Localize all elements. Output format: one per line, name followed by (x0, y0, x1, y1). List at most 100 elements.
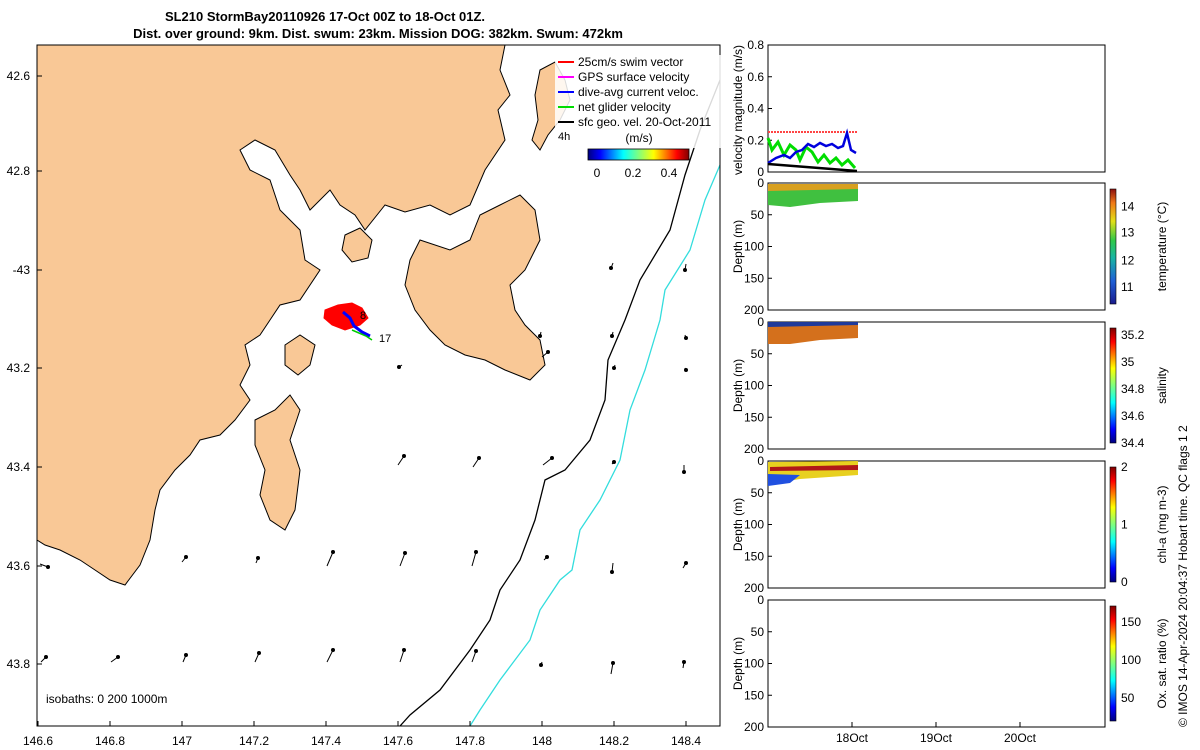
map-x-tick-label: 147.4 (311, 734, 341, 748)
legend-label: sfc geo. vel. 20-Oct-2011 (578, 115, 712, 129)
depth-tick-label: 200 (744, 442, 764, 456)
legend-label: GPS surface velocity (578, 70, 689, 84)
track-day-label-end: 8 (360, 310, 366, 322)
depth-tick-label: 150 (744, 549, 764, 563)
colorbar-salinity (1109, 327, 1117, 444)
velocity-tick-label: 0.8 (747, 38, 764, 52)
chla-max-data (770, 465, 858, 471)
map-y-tick-label: 43.8 (7, 657, 31, 671)
depth-tick-label: 0 (757, 315, 764, 329)
speed-colorbar-title: (m/s) (625, 131, 652, 145)
map-y-tick-label: 43.4 (7, 460, 31, 474)
colorbar-tick-label: 0 (1121, 575, 1128, 589)
time-tick-label: 18Oct (836, 731, 869, 745)
depth-tick-label: 200 (744, 581, 764, 595)
legend-label: net glider velocity (578, 100, 671, 114)
depth-tick-label: 200 (744, 303, 764, 317)
colorbar-tick-label: 34.4 (1121, 436, 1145, 450)
depth-tick-label: 100 (744, 657, 764, 671)
velocity-ylabel: velocity magnitude (m/s) (731, 45, 745, 175)
time-tick-label: 20Oct (1004, 731, 1037, 745)
land-forestier-peninsula (404, 194, 546, 381)
colorbar-tick-label: 2 (1121, 460, 1128, 474)
velocity-panel-frame (767, 44, 1106, 173)
series-net-green (766, 137, 857, 169)
credit-footer: © IMOS 14-Apr-2024 20:04:37 Hobart time.… (1176, 425, 1190, 727)
velocity-tick-label: 0.4 (747, 102, 764, 116)
colorbar-tick-label: 35 (1121, 355, 1135, 369)
sfc-geo-velocity-arrows (39, 262, 688, 675)
speed-colorbar-tick-0: 0 (594, 166, 601, 180)
depth-panel-frame (767, 182, 1106, 311)
salinity-data (768, 324, 858, 344)
map-x-tick-label: 147.6 (383, 734, 413, 748)
colorbar-tick-label: 150 (1121, 615, 1141, 629)
time-tick-label: 19Oct (920, 731, 953, 745)
legend-label: 25cm/s swim vector (578, 55, 683, 69)
map-frame (36, 44, 721, 727)
depth-tick-label: 50 (751, 208, 765, 222)
colorbar-tick-label: 34.8 (1121, 382, 1145, 396)
colorbar-tick-label: 1 (1121, 518, 1128, 532)
legend-box (555, 55, 727, 148)
colorbar-label-oxsat: Ox. sat. ratio (%) (1155, 618, 1169, 708)
map-x-tick-label: 147.2 (239, 734, 269, 748)
depth-panel-oxsat: 0 50 100 150 200 Depth (m) 50 100 150 Ox. sat. ra… (731, 593, 1169, 734)
depth-tick-label: 150 (744, 410, 764, 424)
colorbar-tick-label: 50 (1121, 691, 1135, 705)
title-line-1: SL210 StormBay20110926 17-Oct 00Z to 18-… (165, 9, 485, 24)
isobath-1000m (469, 164, 720, 726)
velocity-panel: 0 0.2 0.4 0.6 0.8 velocity magnitude (m/s) (731, 38, 1106, 179)
velocity-series (766, 128, 858, 173)
colorbar-label-chla: chl-a (mg m-3) (1155, 485, 1169, 563)
depth-tick-label: 100 (744, 240, 764, 254)
time-x-axis: 18Oct 19Oct 20Oct (836, 722, 1037, 745)
speed-colorbar: (m/s) 0 0.2 0.4 (587, 131, 690, 180)
depth-tick-label: 200 (744, 720, 764, 734)
velocity-tick-label: 0.2 (747, 133, 764, 147)
depth-tick-label: 100 (744, 518, 764, 532)
depth-panel-chla: 0 50 100 150 200 Depth (m) 0 1 2 chl-a (mg m-3) (731, 454, 1169, 595)
dive-avg-current-blue (342, 310, 371, 338)
colorbar-label-temperature: temperature (°C) (1155, 202, 1169, 292)
colorbar-tick-label: 12 (1121, 253, 1135, 267)
glider-track: 17 8 (323, 302, 391, 345)
land-south-arm (284, 334, 316, 376)
colorbar-temperature (1109, 188, 1117, 305)
map-x-tick-label: 148 (532, 734, 552, 748)
depth-ylabel: Depth (m) (731, 498, 745, 551)
map-y-axis: 42.6 42.8 -43 43.2 43.4 43.6 43.8 (7, 69, 42, 671)
isobath-caption: isobaths: 0 200 1000m (46, 692, 167, 706)
map-y-tick-label: 43.2 (7, 361, 31, 375)
net-glider-velocity-green (351, 329, 373, 341)
colorbar-tick-label: 100 (1121, 653, 1141, 667)
isobath-200m (399, 79, 720, 726)
map-x-tick-label: 148.4 (671, 734, 701, 748)
colorbar-tick-label: 13 (1121, 226, 1135, 240)
colorbar-tick-label: 14 (1121, 199, 1135, 213)
map-y-tick-label: 42.8 (7, 164, 31, 178)
depth-ylabel: Depth (m) (731, 359, 745, 412)
speed-colorbar-tick-1: 0.2 (625, 166, 642, 180)
series-dive-blue (767, 128, 857, 165)
depth-tick-label: 0 (757, 454, 764, 468)
depth-tick-label: 50 (751, 625, 765, 639)
velocity-tick-label: 0.6 (747, 70, 764, 84)
colorbar-tick-label: 34.6 (1121, 409, 1145, 423)
track-day-label-start: 17 (379, 333, 391, 345)
map-x-axis: 146.6 146.8 147 147.2 147.4 147.6 147.8 148 148.… (23, 721, 701, 748)
map-x-tick-label: 147 (172, 734, 192, 748)
speed-colorbar-bar (587, 148, 690, 161)
map-y-tick-label: 43.6 (7, 559, 31, 573)
velocity-y-axis: 0 0.2 0.4 0.6 0.8 (747, 38, 772, 179)
colorbar-tick-label: 11 (1121, 280, 1134, 294)
colorbar-oxsat (1109, 605, 1117, 722)
depth-tick-label: 150 (744, 271, 764, 285)
map-x-tick-label: 146.8 (95, 734, 125, 748)
depth-tick-label: 150 (744, 688, 764, 702)
legend-label: dive-avg current veloc. (578, 85, 699, 99)
depth-panel-salinity: 0 50 100 150 200 Depth (m) 34.4 34.6 34.8 35 35.2 s… (731, 315, 1169, 456)
legend-extra: 4h (558, 131, 570, 143)
